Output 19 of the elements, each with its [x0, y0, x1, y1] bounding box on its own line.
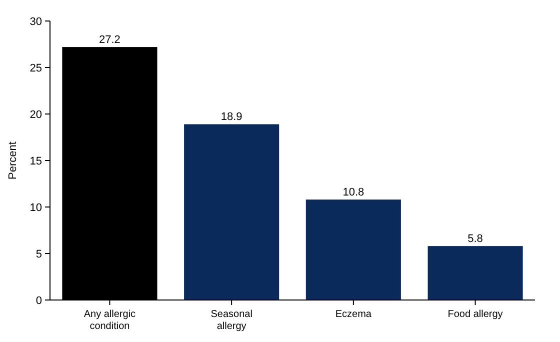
y-tick-label: 10 — [30, 202, 42, 214]
bar — [306, 200, 401, 300]
data-label: 27.2 — [99, 34, 120, 46]
x-tick-label: Any allergic condition — [84, 309, 136, 332]
bar — [184, 124, 280, 300]
y-axis-title: Percent — [7, 142, 19, 180]
y-tick-label: 25 — [30, 62, 42, 74]
y-tick-label: 5 — [36, 248, 42, 260]
x-tick-label: Seasonal allergy — [210, 309, 252, 332]
x-tick-label: Food allergy — [448, 309, 503, 320]
x-tick-label: Eczema — [335, 309, 372, 320]
bar — [428, 246, 523, 300]
y-tick-label: 30 — [30, 16, 42, 28]
data-label: 5.8 — [468, 233, 483, 246]
y-tick-label: 0 — [36, 294, 42, 307]
y-tick-label: 20 — [30, 108, 42, 121]
data-label: 10.8 — [342, 186, 364, 199]
y-tick-label: 15 — [30, 155, 42, 168]
data-label: 18.9 — [220, 111, 242, 124]
